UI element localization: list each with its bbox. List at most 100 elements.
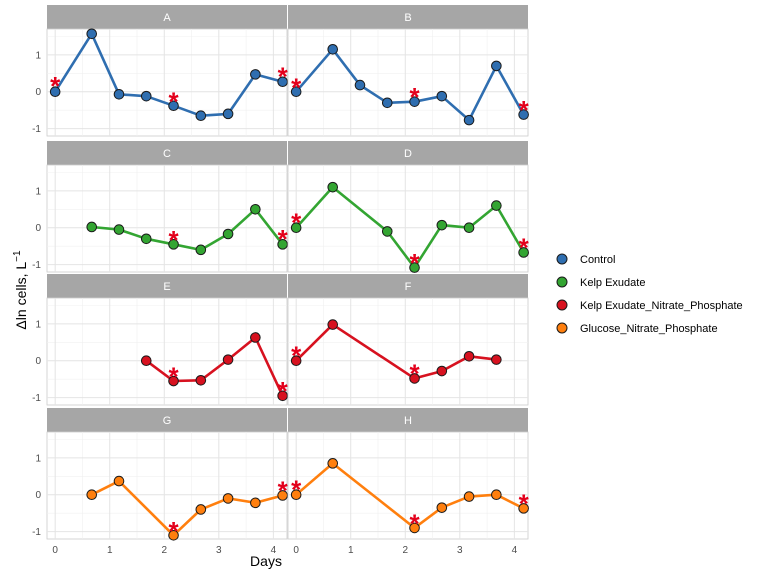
- strip-h: [288, 408, 528, 432]
- plot-area: [46, 431, 288, 540]
- significance-marker: *: [409, 359, 420, 389]
- y-tick-label: -1: [32, 527, 41, 538]
- data-point: [463, 222, 475, 234]
- data-point: [463, 350, 475, 362]
- significance-marker: *: [519, 95, 530, 125]
- strip-label-a: A: [163, 12, 171, 24]
- x-tick-label: 4: [512, 545, 518, 556]
- data-point: [277, 76, 288, 88]
- chart-panels: A***B* * *C* *D***E* *F**G**H***: [46, 5, 530, 546]
- legend-swatch: [556, 253, 568, 265]
- strip-label-c: C: [163, 148, 171, 160]
- strip-label-d: D: [404, 148, 412, 160]
- data-point: [409, 96, 420, 107]
- significance-marker: *: [50, 71, 61, 101]
- data-point: [168, 100, 179, 112]
- data-point: [222, 354, 234, 365]
- data-point: [290, 222, 302, 234]
- strip-label-g: G: [163, 415, 172, 427]
- strip-label-e: E: [163, 281, 170, 293]
- data-point: [518, 247, 529, 258]
- legend-swatch: [556, 276, 568, 288]
- strip-g: [47, 408, 287, 432]
- data-point: [436, 365, 448, 377]
- significance-marker: *: [278, 376, 289, 406]
- data-point: [195, 504, 207, 515]
- legend-label: Kelp Exudate_Nitrate_Phosphate: [580, 300, 743, 312]
- data-point: [277, 390, 288, 402]
- strip-e: [47, 274, 287, 298]
- significance-marker: *: [409, 248, 420, 278]
- plot-area: [287, 164, 529, 273]
- data-point: [168, 239, 179, 250]
- data-point: [113, 224, 125, 235]
- significance-marker: *: [278, 61, 289, 91]
- legend: Control Kelp Exudate Kelp Exudate_Nitrate_…: [556, 253, 743, 335]
- y-tick-label: 1: [35, 186, 41, 197]
- data-point: [327, 181, 339, 193]
- y-tick-label: 1: [35, 319, 41, 330]
- data-point: [463, 491, 475, 502]
- y-tick-label: 0: [35, 223, 41, 234]
- significance-marker: *: [168, 516, 179, 546]
- y-axis-title-main: Δln cells, L: [13, 262, 29, 330]
- x-tick-label: 0: [52, 545, 58, 556]
- data-point: [86, 489, 98, 501]
- data-point: [381, 97, 393, 109]
- data-point: [195, 374, 207, 386]
- y-tick-label: -1: [32, 393, 41, 404]
- data-point: [113, 89, 125, 100]
- data-point: [250, 203, 261, 215]
- data-point: [195, 244, 207, 256]
- data-point: [436, 502, 448, 513]
- data-point: [327, 458, 339, 469]
- data-point: [86, 221, 98, 233]
- data-point: [518, 503, 529, 514]
- data-point: [250, 69, 261, 80]
- legend-swatch: [556, 322, 568, 334]
- data-point: [140, 355, 152, 367]
- series-line-e: [145, 336, 284, 397]
- plot-area: [46, 297, 288, 406]
- y-tick-label: 0: [35, 356, 41, 367]
- x-tick-label: 3: [457, 545, 463, 556]
- data-point: [195, 110, 207, 122]
- x-tick-label: 2: [161, 545, 167, 556]
- significance-marker: *: [409, 509, 420, 539]
- significance-marker: *: [291, 341, 302, 371]
- y-tick-label: 0: [35, 87, 41, 98]
- data-point: [491, 489, 502, 501]
- x-tick-label: 4: [271, 545, 277, 556]
- data-point: [277, 239, 288, 250]
- data-point: [168, 375, 179, 387]
- data-point: [491, 200, 502, 211]
- y-axis-title: Δln cells, L−1: [12, 250, 29, 330]
- data-point: [290, 355, 302, 367]
- x-tick-label: 1: [348, 545, 354, 556]
- panel-c: C * *: [46, 141, 289, 273]
- data-point: [113, 475, 125, 487]
- panel-a: A * * *: [46, 5, 289, 137]
- data-point: [381, 226, 393, 237]
- x-tick-label: 0: [293, 545, 299, 556]
- data-point: [140, 233, 152, 245]
- data-point: [518, 109, 529, 120]
- data-point: [327, 319, 339, 330]
- strip-d: [288, 141, 528, 165]
- data-point: [409, 373, 420, 384]
- legend-label: Glucose_Nitrate_Phosphate: [580, 323, 718, 335]
- plot-area: [46, 28, 288, 137]
- significance-marker: *: [278, 475, 289, 505]
- strip-label-f: F: [405, 281, 412, 293]
- series-line-d: [295, 185, 525, 269]
- significance-marker: *: [291, 72, 302, 102]
- y-axis-title-superscript: −1: [12, 250, 23, 262]
- significance-marker: *: [168, 86, 179, 116]
- panel-b: B * * *: [287, 5, 530, 137]
- significance-marker: *: [168, 362, 179, 392]
- panel-f: F * *: [287, 274, 529, 406]
- strip-label-b: B: [404, 12, 411, 24]
- data-point: [463, 114, 475, 126]
- y-tick-label: -1: [32, 124, 41, 135]
